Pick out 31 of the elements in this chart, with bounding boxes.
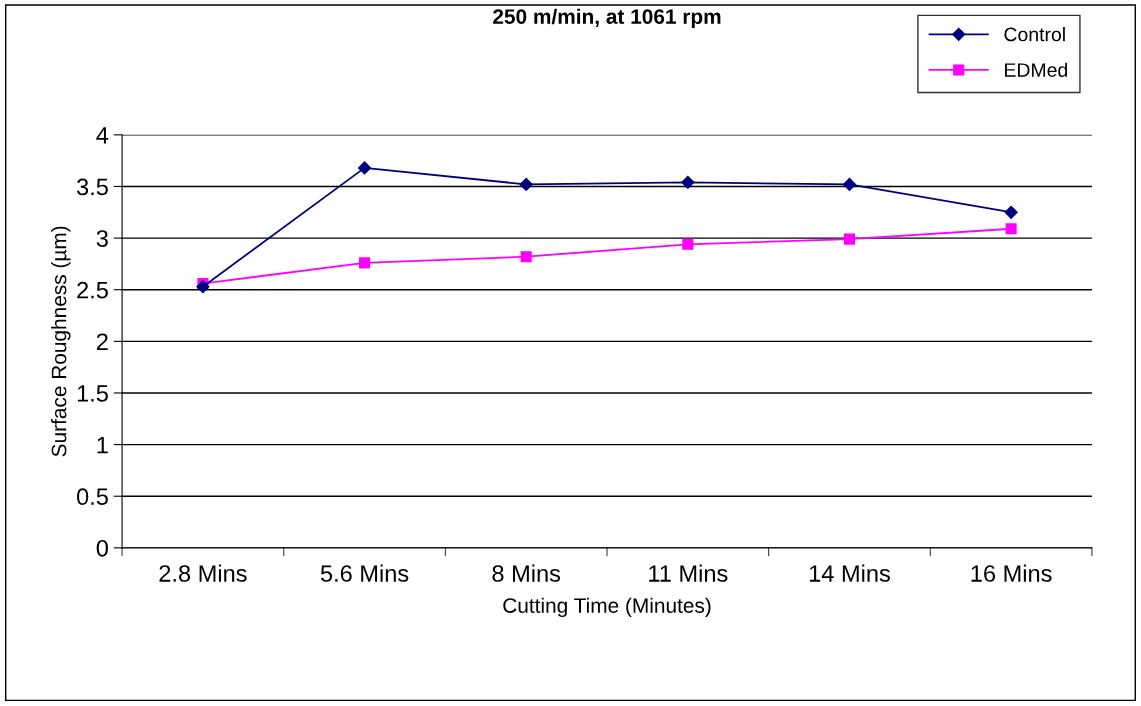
x-axis-title: Cutting Time (Minutes) xyxy=(503,597,711,618)
point xyxy=(1004,205,1018,219)
point xyxy=(843,233,856,245)
x-tick-label: 2.8 Mins xyxy=(159,564,247,582)
y-tick-label: 3.5 xyxy=(76,178,108,196)
x-tick-label: 5.6 Mins xyxy=(320,564,409,582)
point xyxy=(842,177,857,191)
y-tick-label: 0.5 xyxy=(77,488,108,506)
y-tick-label: 1 xyxy=(97,436,108,454)
point xyxy=(357,161,372,175)
x-tick-label: 14 Mins xyxy=(809,564,890,582)
point xyxy=(196,280,210,294)
y-tick-label: 1.5 xyxy=(77,385,108,402)
y-tick-label: 2.5 xyxy=(77,281,108,299)
legend-label: Control xyxy=(1004,27,1065,42)
legend-label: EDMed xyxy=(1005,62,1068,77)
y-tick-label: 3 xyxy=(96,230,108,247)
point xyxy=(519,177,533,191)
x-tick-label: 11 Mins xyxy=(649,564,728,582)
point xyxy=(358,257,371,269)
x-tick-label: 8 Mins xyxy=(492,564,561,582)
x-tick-label: 16 Mins xyxy=(971,564,1052,582)
y-tick-label: 2 xyxy=(96,333,108,350)
point xyxy=(1005,223,1017,235)
y-tick-label: 4 xyxy=(96,127,109,144)
chart-title: 250 m/min, at 1061 rpm xyxy=(493,8,721,29)
point xyxy=(681,175,695,189)
y-tick-label: 0 xyxy=(96,539,108,557)
point xyxy=(682,238,694,250)
y-axis-title: Surface Roughness (µm) xyxy=(51,226,71,457)
point xyxy=(520,251,532,263)
